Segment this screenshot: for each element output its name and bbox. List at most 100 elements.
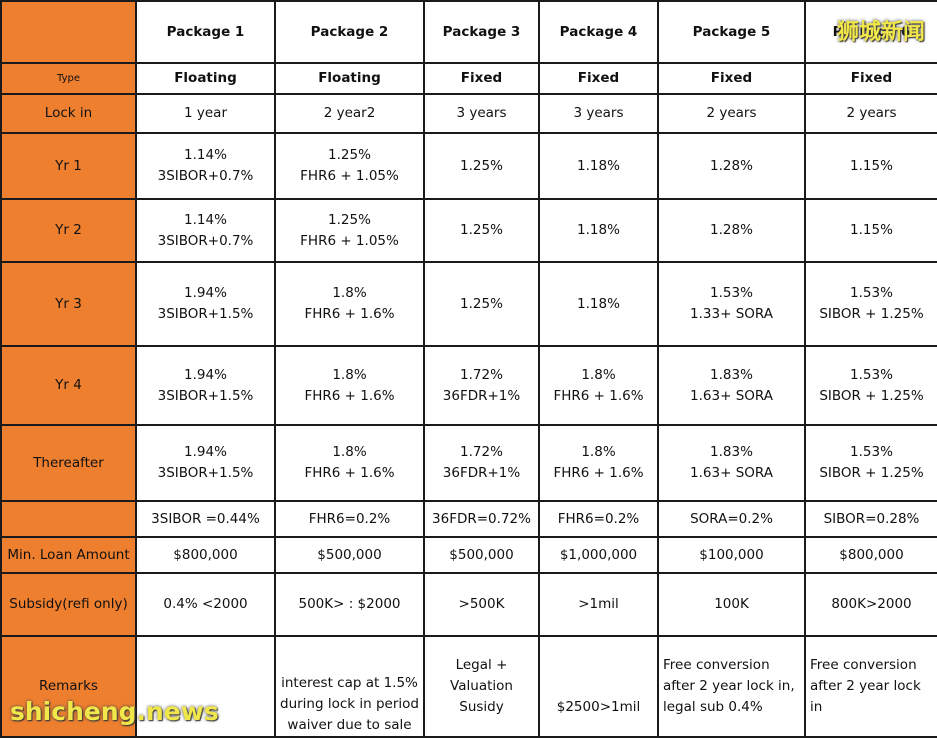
yr2-cell: 1.15%	[804, 198, 937, 263]
rate-value: 1.53%	[850, 366, 893, 383]
min-loan-cell: $800,000	[135, 536, 276, 574]
subsidy-cell: 100K	[657, 572, 806, 637]
row-label-yr2: Yr 2	[0, 198, 137, 263]
remarks-line: in	[810, 699, 823, 715]
rate-value: 1.25%	[460, 157, 503, 174]
type-cell: Fixed	[423, 62, 540, 95]
thereafter-cell: 1.94% 3SIBOR+1.5%	[135, 424, 276, 502]
remarks-row: Remarks interest cap at 1.5% during lock…	[0, 635, 937, 738]
benchmark-cell: FHR6=0.2%	[538, 500, 659, 538]
header-package-5: Package 5	[657, 0, 806, 64]
row-label-benchmark	[0, 500, 137, 538]
yr4-cell: 1.8% FHR6 + 1.6%	[538, 345, 659, 426]
rate-formula: FHR6 + 1.6%	[304, 465, 395, 481]
remarks-cell: Legal + Valuation Susidy	[423, 635, 540, 738]
rate-value: 1.18%	[577, 157, 620, 174]
rate-value: 1.25%	[460, 222, 503, 238]
thereafter-cell: 1.83% 1.63+ SORA	[657, 424, 806, 502]
yr4-cell: 1.72% 36FDR+1%	[423, 345, 540, 426]
header-package-6: Package 6	[804, 0, 937, 64]
rate-value: 1.14%	[184, 211, 227, 228]
benchmark-cell: 3SIBOR =0.44%	[135, 500, 276, 538]
header-package-1: Package 1	[135, 0, 276, 64]
rate-formula: 3SIBOR+0.7%	[157, 232, 254, 249]
thereafter-cell: 1.53% SIBOR + 1.25%	[804, 424, 937, 502]
subsidy-row: Subsidy(refi only) 0.4% <2000 500K> : $2…	[0, 572, 937, 637]
yr4-cell: 1.83% 1.63+ SORA	[657, 345, 806, 426]
rate-value: 1.94%	[184, 366, 227, 383]
rate-value: 1.18%	[577, 295, 620, 312]
rate-value: 1.94%	[184, 444, 227, 460]
remarks-line: after 2 year lock	[810, 678, 921, 694]
type-cell: Fixed	[804, 62, 937, 95]
remarks-line: Legal +	[455, 657, 508, 673]
remarks-cell: $2500>1mil	[538, 635, 659, 738]
row-label-lock-in: Lock in	[0, 93, 137, 134]
benchmark-cell: FHR6=0.2%	[274, 500, 425, 538]
rate-formula: SIBOR + 1.25%	[819, 465, 924, 481]
rate-formula: FHR6 + 1.05%	[300, 232, 399, 249]
rate-value: 1.18%	[577, 222, 620, 238]
remarks-cell	[135, 635, 276, 738]
rate-value: 1.15%	[850, 222, 893, 238]
remarks-line: $2500>1mil	[556, 699, 641, 715]
remarks-line: Free conversion	[663, 657, 770, 673]
yr2-row: Yr 2 1.14% 3SIBOR+0.7% 1.25% FHR6 + 1.05% …	[0, 198, 937, 263]
remarks-line: legal sub 0.4%	[663, 699, 763, 715]
remarks-line: interest cap at 1.5%	[281, 675, 418, 691]
rate-formula: 3SIBOR+1.5%	[157, 387, 254, 404]
row-label-yr1: Yr 1	[0, 132, 137, 200]
row-label-thereafter: Thereafter	[0, 424, 137, 502]
thereafter-row: Thereafter 1.94% 3SIBOR+1.5% 1.8% FHR6 + 1…	[0, 424, 937, 502]
rate-formula: 1.33+ SORA	[690, 306, 773, 322]
yr4-cell: 1.94% 3SIBOR+1.5%	[135, 345, 276, 426]
row-label-type: Type	[0, 62, 137, 95]
watermark-shicheng-news: shicheng.news	[10, 697, 219, 726]
rate-value: 1.8%	[332, 366, 367, 383]
lock-in-cell: 3 years	[423, 93, 540, 134]
yr1-cell: 1.25% FHR6 + 1.05%	[274, 132, 425, 200]
header-package-2: Package 2	[274, 0, 425, 64]
yr3-cell: 1.53% 1.33+ SORA	[657, 261, 806, 347]
rate-formula: 3SIBOR+0.7%	[157, 168, 254, 184]
rate-formula: FHR6 + 1.6%	[553, 465, 644, 481]
yr4-row: Yr 4 1.94% 3SIBOR+1.5% 1.8% FHR6 + 1.6% 1.…	[0, 345, 937, 426]
watermark-chinese: 狮城新闻	[836, 20, 925, 45]
min-loan-cell: $800,000	[804, 536, 937, 574]
yr3-cell: 1.53% SIBOR + 1.25%	[804, 261, 937, 347]
yr2-cell: 1.14% 3SIBOR+0.7%	[135, 198, 276, 263]
rate-value: 1.25%	[460, 295, 503, 312]
type-cell: Fixed	[538, 62, 659, 95]
rate-value: 1.53%	[710, 285, 753, 301]
header-row: Package 1 Package 2 Package 3 Package 4 …	[0, 0, 937, 64]
yr3-cell: 1.94% 3SIBOR+1.5%	[135, 261, 276, 347]
lock-in-cell: 3 years	[538, 93, 659, 134]
thereafter-cell: 1.8% FHR6 + 1.6%	[274, 424, 425, 502]
row-label-yr3: Yr 3	[0, 261, 137, 347]
rate-value: 1.8%	[332, 444, 367, 460]
header-package-3: Package 3	[423, 0, 540, 64]
rate-formula: SIBOR + 1.25%	[819, 387, 924, 404]
remarks-cell: Free conversion after 2 year lock in	[804, 635, 937, 738]
type-cell: Floating	[274, 62, 425, 95]
rate-formula: 36FDR+1%	[442, 387, 521, 404]
rate-value: 1.14%	[184, 147, 227, 163]
row-label-remarks: Remarks	[0, 635, 137, 738]
subsidy-cell: >1mil	[538, 572, 659, 637]
min-loan-cell: $500,000	[423, 536, 540, 574]
remarks-line: Free conversion	[810, 657, 917, 673]
rate-formula: SIBOR + 1.25%	[819, 306, 924, 322]
remarks-line: after 2 year lock in,	[663, 678, 795, 694]
min-loan-cell: $500,000	[274, 536, 425, 574]
remarks-cell: interest cap at 1.5% during lock in peri…	[274, 635, 425, 738]
yr3-cell: 1.18%	[538, 261, 659, 347]
rate-value: 1.94%	[184, 285, 227, 301]
yr2-cell: 1.25% FHR6 + 1.05%	[274, 198, 425, 263]
min-loan-row: Min. Loan Amount $800,000 $500,000 $500,…	[0, 536, 937, 574]
yr3-row: Yr 3 1.94% 3SIBOR+1.5% 1.8% FHR6 + 1.6% 1.…	[0, 261, 937, 347]
rate-formula: 3SIBOR+1.5%	[157, 465, 254, 481]
yr1-cell: 1.14% 3SIBOR+0.7%	[135, 132, 276, 200]
yr1-cell: 1.15%	[804, 132, 937, 200]
rate-formula: FHR6 + 1.6%	[304, 306, 395, 322]
